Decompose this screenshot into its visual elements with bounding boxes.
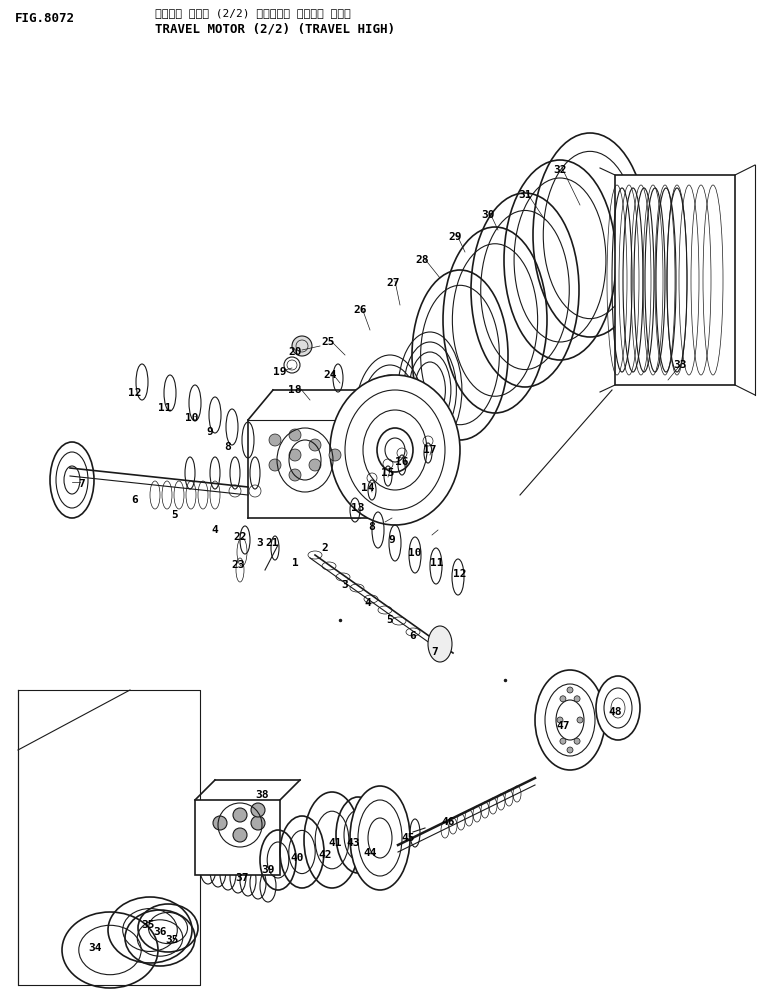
Ellipse shape [574,696,580,702]
Text: 37: 37 [236,873,249,883]
Text: 9: 9 [206,427,213,437]
Ellipse shape [289,469,301,481]
Ellipse shape [567,747,573,753]
Ellipse shape [289,429,301,441]
Text: 35: 35 [166,935,179,945]
Text: 31: 31 [518,190,532,200]
Ellipse shape [251,816,265,830]
Text: 40: 40 [290,853,303,863]
Text: 36: 36 [153,927,167,937]
Text: 6: 6 [410,631,417,641]
Ellipse shape [596,676,640,740]
Text: 13: 13 [351,503,365,513]
Text: 16: 16 [395,457,409,467]
Text: 32: 32 [554,165,567,175]
Ellipse shape [567,687,573,693]
Text: 4: 4 [212,525,219,535]
Text: 26: 26 [353,305,367,315]
Text: 42: 42 [318,850,332,860]
Text: 47: 47 [556,721,570,731]
Ellipse shape [557,717,563,723]
Text: 44: 44 [363,848,377,858]
Text: 46: 46 [441,817,455,827]
Bar [615,175,735,385]
Text: 27: 27 [387,278,400,288]
Text: 17: 17 [424,445,437,455]
Ellipse shape [251,803,265,817]
Text: 28: 28 [415,255,429,265]
Text: 30: 30 [481,210,495,220]
Text: 22: 22 [233,532,246,542]
Text: 5: 5 [387,615,393,625]
Text: 12: 12 [454,569,467,579]
Text: ソワコク モータ (2/2) （ソワコク ソーコク ヨウ）: ソワコク モータ (2/2) （ソワコク ソーコク ヨウ） [155,8,351,18]
Text: 1: 1 [292,558,299,568]
Text: 12: 12 [129,388,142,398]
Text: 7: 7 [79,479,85,489]
Text: 9: 9 [389,535,395,545]
Text: 35: 35 [141,920,155,930]
Text: 11: 11 [430,558,444,568]
Ellipse shape [577,717,583,723]
Text: 20: 20 [288,347,302,357]
Ellipse shape [213,816,227,830]
Text: 39: 39 [261,865,275,875]
Ellipse shape [330,375,460,525]
Text: 15: 15 [381,468,395,478]
Text: 38: 38 [255,790,269,800]
Ellipse shape [292,336,312,356]
Ellipse shape [574,738,580,744]
Ellipse shape [350,786,410,890]
Text: 18: 18 [288,385,302,395]
Text: 10: 10 [408,548,422,558]
Ellipse shape [377,428,413,472]
Text: 41: 41 [328,838,342,848]
Text: 25: 25 [321,337,335,347]
Text: 8: 8 [225,442,231,452]
Text: 29: 29 [448,232,462,242]
Text: 48: 48 [608,707,621,717]
Ellipse shape [560,696,566,702]
Text: 7: 7 [432,647,438,657]
Text: 3: 3 [342,580,348,590]
Text: 2: 2 [322,543,328,553]
Text: 6: 6 [132,495,139,505]
Text: FIG.8072: FIG.8072 [15,12,75,25]
Ellipse shape [329,449,341,461]
Ellipse shape [269,434,281,446]
Text: 24: 24 [323,370,336,380]
Text: 14: 14 [361,483,375,493]
Ellipse shape [309,459,321,471]
Text: 10: 10 [186,413,199,423]
Text: 21: 21 [265,538,279,548]
Text: 45: 45 [401,833,415,843]
Ellipse shape [269,459,281,471]
Text: 3: 3 [256,538,263,548]
Ellipse shape [233,828,247,842]
Text: 19: 19 [273,367,286,377]
Ellipse shape [535,670,605,770]
Ellipse shape [233,808,247,822]
Text: 34: 34 [89,943,102,953]
Text: 33: 33 [673,360,687,370]
Text: 5: 5 [172,510,179,520]
Text: TRAVEL MOTOR (2/2) (TRAVEL HIGH): TRAVEL MOTOR (2/2) (TRAVEL HIGH) [155,22,395,35]
Text: 8: 8 [369,522,376,532]
Ellipse shape [560,738,566,744]
Text: 43: 43 [346,838,360,848]
Ellipse shape [428,626,452,662]
Text: 11: 11 [159,403,172,413]
Ellipse shape [289,449,301,461]
Bar [195,800,280,875]
Ellipse shape [309,439,321,451]
Text: 4: 4 [365,598,371,608]
Text: 23: 23 [231,560,245,570]
